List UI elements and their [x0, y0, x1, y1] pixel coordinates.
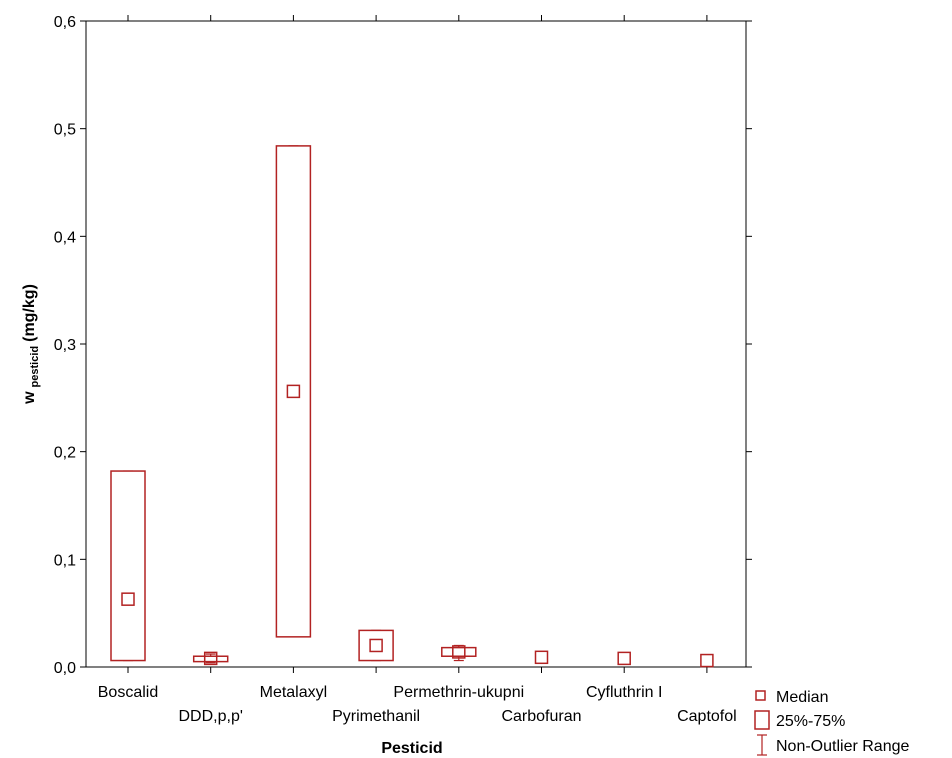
legend-range-label: Non-Outlier Range — [776, 738, 910, 755]
iqr-box — [441, 646, 477, 657]
box-group — [358, 629, 394, 662]
x-tick-label: Pyrimethanil — [332, 708, 420, 725]
y-tick-label: 0,4 — [54, 229, 76, 246]
median-marker — [286, 384, 301, 399]
y-tick-label: 0,2 — [54, 445, 76, 462]
plot-frame — [85, 20, 747, 668]
box-group — [192, 651, 229, 666]
legend-median-label: Median — [776, 689, 828, 706]
x-tick-label: DDD,p,p' — [178, 708, 242, 725]
iqr-box — [110, 470, 146, 662]
legend-range-marker — [757, 734, 767, 756]
iqr-box — [192, 655, 229, 663]
x-tick-label: Permethrin-ukupni — [393, 684, 524, 701]
median-marker — [534, 650, 549, 665]
box-group — [617, 651, 631, 666]
iqr-box — [358, 629, 394, 662]
box-series — [110, 145, 714, 668]
x-tick-label: Metalaxyl — [260, 684, 328, 701]
x-tick-label: Boscalid — [98, 684, 158, 701]
legend-iqr-label: 25%-75% — [776, 713, 845, 730]
y-axis-ticks: 0,0 0,1 0,2 0,3 0,4 0,5 0,6 — [54, 14, 752, 677]
box-group — [275, 145, 312, 638]
y-axis-title-subscript: pesticid — [29, 346, 41, 388]
median-marker — [369, 638, 383, 653]
box-group — [534, 650, 549, 665]
x-tick-label: Carbofuran — [501, 708, 581, 725]
median-marker — [700, 653, 714, 668]
median-marker — [452, 645, 466, 659]
y-axis-title-unit: (mg/kg) — [21, 284, 38, 342]
y-tick-label: 0,3 — [54, 337, 76, 354]
legend-iqr-marker — [754, 710, 770, 730]
x-tick-label: Cyfluthrin I — [586, 684, 662, 701]
median-marker — [203, 651, 218, 666]
iqr-box — [275, 145, 312, 638]
median-marker — [121, 592, 135, 606]
box-group — [110, 470, 146, 662]
median-marker — [617, 651, 631, 666]
x-axis-title: Pesticid — [381, 740, 442, 757]
legend-median-marker — [755, 690, 766, 701]
x-tick-label: Captofol — [677, 708, 737, 725]
y-axis-title: w pesticid (mg/kg) — [21, 284, 41, 405]
y-axis-title-main: w — [21, 391, 38, 405]
box-group — [700, 653, 714, 668]
y-tick-label: 0,0 — [54, 660, 76, 677]
y-tick-label: 0,5 — [54, 122, 76, 139]
y-tick-label: 0,6 — [54, 14, 76, 31]
box-group — [441, 644, 477, 662]
y-tick-label: 0,1 — [54, 552, 76, 569]
legend: Median 25%-75% Non-Outlier Range — [754, 689, 910, 756]
